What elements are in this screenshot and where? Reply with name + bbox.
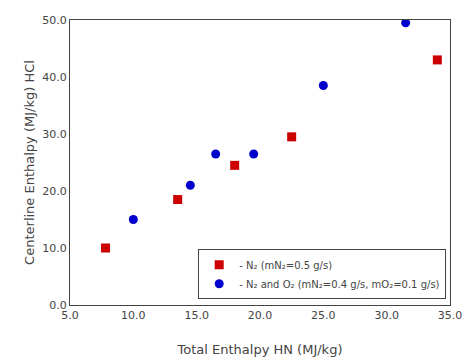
svg-text:30.0: 30.0 bbox=[42, 128, 67, 141]
svg-text:20.0: 20.0 bbox=[42, 185, 67, 198]
svg-text:35.0: 35.0 bbox=[438, 309, 463, 322]
svg-text:25.0: 25.0 bbox=[311, 309, 336, 322]
svg-text:Centerline Enthalpy (MJ/kg) HC: Centerline Enthalpy (MJ/kg) HCl bbox=[22, 60, 37, 265]
svg-text:- N₂ (mN₂=0.5 g/s): - N₂ (mN₂=0.5 g/s) bbox=[239, 260, 332, 271]
svg-text:20.0: 20.0 bbox=[248, 309, 273, 322]
svg-text:50.0: 50.0 bbox=[42, 14, 67, 27]
svg-text:15.0: 15.0 bbox=[184, 309, 209, 322]
svg-text:0.0: 0.0 bbox=[49, 299, 67, 312]
svg-text:- N₂ and O₂ (mN₂=0.4 g/s, mO₂=: - N₂ and O₂ (mN₂=0.4 g/s, mO₂=0.1 g/s) bbox=[239, 279, 439, 290]
svg-text:40.0: 40.0 bbox=[42, 71, 67, 84]
svg-text:30.0: 30.0 bbox=[374, 309, 399, 322]
svg-text:5.0: 5.0 bbox=[61, 309, 79, 322]
svg-text:10.0: 10.0 bbox=[42, 242, 67, 255]
svg-text:10.0: 10.0 bbox=[121, 309, 146, 322]
svg-text:Total Enthalpy HN (MJ/kg): Total Enthalpy HN (MJ/kg) bbox=[177, 342, 343, 357]
